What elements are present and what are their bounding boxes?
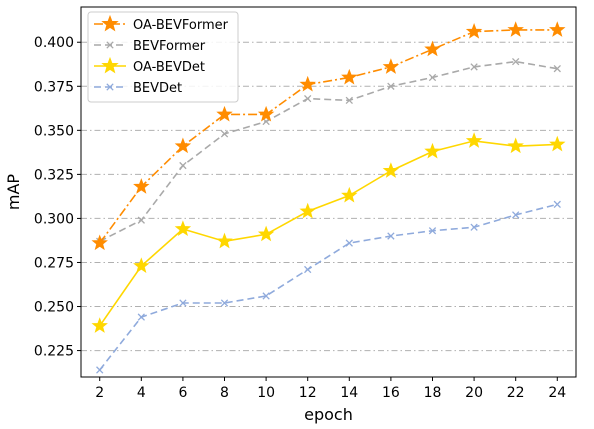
legend-marker <box>101 14 119 32</box>
data-point-bevdet <box>553 200 561 208</box>
y-tick-label: 0.325 <box>34 167 74 183</box>
legend: OA-BEVFormer BEVFormer OA-BEVDet BEVDet <box>87 11 239 103</box>
data-point-bevformer <box>470 63 478 71</box>
legend-label: OA-BEVDet <box>133 60 205 75</box>
data-point-bevformer <box>137 216 145 224</box>
series-line-oa-bevformer <box>99 29 558 244</box>
x-axis-title: epoch <box>304 405 353 424</box>
legend-label: OA-BEVFormer <box>133 18 229 33</box>
legend-item-bevformer: BEVFormer <box>94 39 206 54</box>
x-tick-label: 12 <box>299 385 317 401</box>
data-point-oa-bevformer <box>382 58 400 74</box>
y-axis-ticks: 0.225 0.250 0.275 0.300 0.325 0.350 0.375 0.400 <box>34 35 81 360</box>
series-line-bevformer <box>99 60 558 243</box>
data-point-oa-bevdet <box>133 257 150 273</box>
y-tick-label: 0.375 <box>34 79 74 95</box>
data-point-bevformer <box>220 130 229 138</box>
data-point-oa-bevformer <box>174 137 192 154</box>
data-point-bevdet <box>512 211 520 219</box>
data-point-oa-bevformer <box>257 105 275 122</box>
data-point-oa-bevdet <box>257 225 275 242</box>
data-point-oa-bevformer <box>341 68 358 85</box>
data-point-bevdet <box>137 313 145 321</box>
x-tick-label: 22 <box>507 385 525 401</box>
data-point-oa-bevdet <box>507 137 524 154</box>
series-line-bevdet <box>99 203 558 371</box>
data-point-oa-bevformer <box>424 40 441 57</box>
x-tick-label: 20 <box>465 385 483 401</box>
data-point-bevdet <box>470 223 478 231</box>
x-tick-label: 18 <box>424 385 442 401</box>
data-point-bevformer <box>387 82 395 90</box>
legend-marker <box>106 41 114 49</box>
y-tick-label: 0.300 <box>34 211 74 227</box>
data-point-oa-bevformer <box>299 75 316 92</box>
y-tick-label: 0.250 <box>34 300 74 316</box>
x-tick-label: 14 <box>340 385 358 401</box>
y-tick-label: 0.400 <box>34 35 74 51</box>
x-tick-label: 10 <box>257 385 275 401</box>
data-point-bevformer <box>553 65 561 73</box>
data-point-bevformer <box>179 161 187 170</box>
data-point-bevdet <box>304 265 312 274</box>
data-point-oa-bevdet <box>174 220 192 236</box>
data-point-bevformer <box>304 94 312 103</box>
x-tick-label: 6 <box>178 385 187 401</box>
x-tick-label: 24 <box>548 385 566 401</box>
series-bevformer <box>96 57 561 245</box>
series-oa-bevdet <box>91 132 566 333</box>
data-point-oa-bevformer <box>549 21 566 37</box>
data-point-oa-bevformer <box>133 178 150 194</box>
data-point-oa-bevdet <box>424 142 441 159</box>
data-point-oa-bevdet <box>549 135 566 152</box>
legend-marker <box>101 56 119 74</box>
data-point-bevdet <box>262 292 270 300</box>
data-point-bevdet <box>96 366 104 374</box>
data-point-oa-bevformer <box>91 234 108 251</box>
data-point-oa-bevdet <box>341 186 358 203</box>
data-point-bevformer <box>512 57 520 66</box>
y-tick-label: 0.350 <box>34 123 74 139</box>
x-tick-label: 16 <box>382 385 400 401</box>
data-point-oa-bevdet <box>299 202 316 219</box>
series-group <box>91 21 566 374</box>
data-point-bevdet <box>179 299 187 307</box>
data-point-oa-bevformer <box>465 23 483 39</box>
data-point-bevdet <box>345 239 353 247</box>
x-tick-label: 8 <box>220 385 229 401</box>
legend-item-oa-bevdet: OA-BEVDet <box>94 56 205 75</box>
y-tick-label: 0.225 <box>34 344 74 360</box>
series-bevdet <box>96 200 561 374</box>
x-tick-label: 4 <box>137 385 146 401</box>
data-point-bevformer <box>428 73 437 82</box>
series-oa-bevformer <box>91 21 566 251</box>
data-point-oa-bevdet <box>216 232 233 249</box>
legend-label: BEVDet <box>133 81 182 96</box>
data-point-bevformer <box>345 96 353 105</box>
legend-box <box>87 11 239 103</box>
data-point-oa-bevdet <box>382 162 400 178</box>
legend-marker <box>106 83 114 91</box>
legend-item-oa-bevformer: OA-BEVFormer <box>94 14 229 33</box>
data-point-oa-bevdet <box>465 132 483 148</box>
y-tick-label: 0.275 <box>34 255 74 271</box>
x-tick-label: 2 <box>95 385 104 401</box>
data-point-oa-bevformer <box>507 21 524 37</box>
plot-frame <box>80 6 577 378</box>
data-point-oa-bevformer <box>216 105 233 122</box>
x-axis-ticks: 2 4 6 8 10 12 14 16 18 20 22 24 <box>95 377 566 401</box>
y-axis-title: mAP <box>4 174 23 211</box>
data-point-bevdet <box>428 227 437 235</box>
data-point-oa-bevdet <box>91 317 108 333</box>
data-point-bevdet <box>387 232 395 240</box>
series-line-oa-bevdet <box>99 140 558 327</box>
legend-item-bevdet: BEVDet <box>94 81 182 96</box>
legend-label: BEVFormer <box>133 39 206 54</box>
data-point-bevdet <box>220 299 229 307</box>
